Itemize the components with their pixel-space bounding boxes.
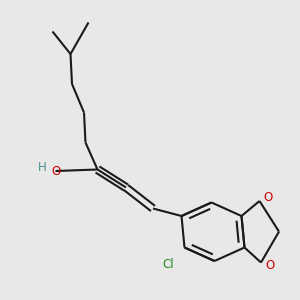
Text: H: H [38,161,46,174]
Text: O: O [264,191,273,204]
Text: O: O [266,259,274,272]
Text: Cl: Cl [162,257,174,271]
Text: O: O [51,165,60,178]
